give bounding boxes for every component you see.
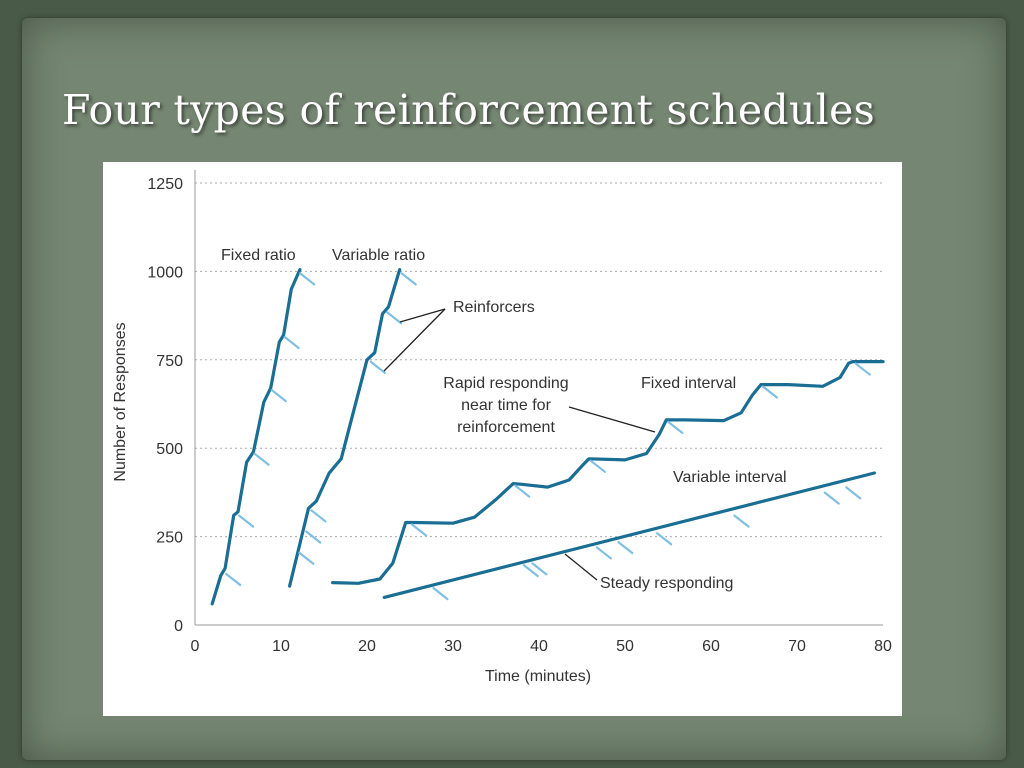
reinforcers-pointer-upper	[399, 308, 446, 323]
reinforcer-mark-fixed-ratio-3	[270, 388, 287, 403]
label-variable-interval: Variable interval	[673, 469, 787, 486]
x-tick-20: 20	[358, 638, 376, 655]
label-variable-ratio: Variable ratio	[332, 247, 425, 264]
reinforcer-mark-variable-ratio-0	[298, 551, 315, 565]
annotation-rapid-line3: reinforcement	[457, 419, 555, 436]
reinforcer-mark-variable-interval-6	[733, 514, 750, 528]
reinforcer-mark-variable-interval-2	[531, 562, 548, 576]
y-tick-0: 0	[174, 618, 183, 635]
y-tick-labels: 0 250 500 750 1000 1250	[147, 176, 183, 635]
reinforcer-mark-variable-ratio-3	[369, 360, 386, 374]
label-fixed-interval: Fixed interval	[641, 375, 736, 392]
axes	[194, 170, 883, 626]
series-line-fixed-ratio	[210, 268, 302, 606]
x-tick-labels: 0 10 20 30 40 50 60 70 80	[191, 638, 892, 655]
reinforcers-pointer-lower	[383, 308, 446, 372]
reinforcer-mark-fixed-ratio-2	[253, 452, 270, 466]
series-line-variable-ratio	[288, 268, 402, 588]
annotation-reinforcers: Reinforcers	[453, 299, 535, 316]
reinforcer-marks	[225, 272, 871, 601]
x-tick-50: 50	[616, 638, 634, 655]
x-tick-0: 0	[191, 638, 200, 655]
reinforcement-chart: 0 250 500 750 1000 1250 0 10 20 30 40 50 60 70 80 Fix…	[112, 170, 892, 685]
y-axis-title: Number of Responses	[112, 322, 129, 481]
rapid-responding-pointer	[568, 406, 656, 433]
reinforcer-mark-fixed-ratio-4	[283, 335, 300, 350]
x-tick-80: 80	[874, 638, 892, 655]
reinforcer-mark-fixed-ratio-1	[238, 514, 255, 528]
annotation-steady-responding: Steady responding	[600, 575, 733, 592]
reinforcer-mark-variable-interval-1	[522, 564, 539, 578]
reinforcer-mark-variable-ratio-2	[310, 509, 327, 523]
y-tick-1000: 1000	[147, 264, 183, 281]
x-tick-30: 30	[444, 638, 462, 655]
label-fixed-ratio: Fixed ratio	[221, 247, 296, 264]
series-line-fixed-interval	[331, 360, 885, 585]
reinforcer-mark-variable-interval-7	[823, 491, 840, 505]
reinforcer-mark-fixed-interval-2	[589, 459, 606, 473]
reinforcer-mark-fixed-ratio-0	[225, 572, 242, 587]
reinforcer-mark-variable-interval-8	[845, 486, 862, 500]
y-tick-250: 250	[156, 530, 183, 547]
series-lines	[210, 268, 885, 606]
reinforcer-mark-variable-ratio-1	[305, 530, 322, 544]
x-tick-10: 10	[272, 638, 290, 655]
reinforcer-mark-variable-ratio-5	[400, 272, 417, 286]
y-tick-750: 750	[156, 353, 183, 370]
reinforcer-mark-variable-interval-3	[595, 546, 612, 560]
reinforcer-mark-variable-interval-5	[655, 532, 673, 546]
reinforcer-mark-variable-interval-0	[432, 587, 449, 601]
annotation-rapid-line2: near time for	[461, 397, 551, 414]
slide-title: Four types of reinforcement schedules	[62, 86, 876, 134]
reinforcer-mark-fixed-interval-4	[761, 385, 778, 399]
x-tick-70: 70	[788, 638, 806, 655]
x-tick-40: 40	[530, 638, 548, 655]
reinforcer-mark-fixed-interval-0	[410, 523, 428, 537]
x-axis-title: Time (minutes)	[485, 668, 591, 685]
reinforcer-mark-fixed-interval-1	[514, 484, 531, 498]
y-tick-500: 500	[156, 441, 183, 458]
reinforcer-mark-fixed-interval-5	[854, 362, 871, 376]
chart-panel: 0 250 500 750 1000 1250 0 10 20 30 40 50 60 70 80 Fix…	[103, 162, 902, 716]
reinforcer-mark-variable-interval-4	[617, 541, 634, 555]
annotation-rapid-line1: Rapid responding	[443, 375, 568, 392]
reinforcer-mark-fixed-interval-3	[667, 420, 684, 435]
y-tick-1250: 1250	[147, 176, 183, 193]
reinforcer-mark-fixed-ratio-5	[299, 272, 316, 286]
annotation-pointers	[383, 308, 656, 581]
series-line-variable-interval	[382, 471, 876, 599]
steady-responding-pointer	[564, 553, 598, 581]
x-tick-60: 60	[702, 638, 720, 655]
reinforcer-mark-variable-ratio-4	[385, 311, 403, 325]
